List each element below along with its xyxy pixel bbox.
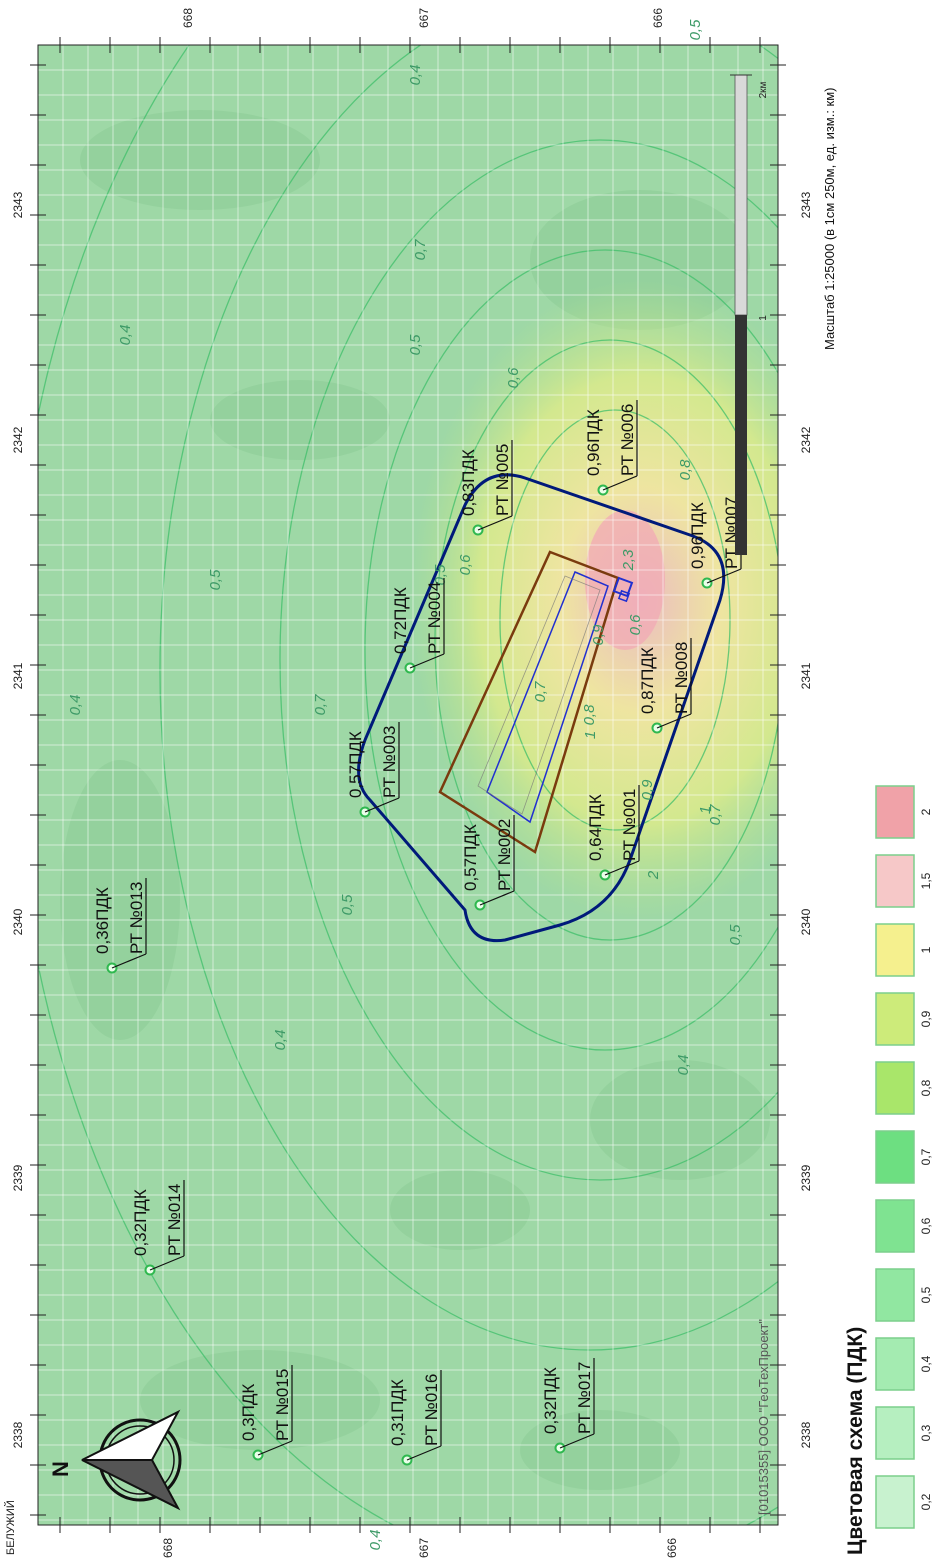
legend-swatch xyxy=(876,1200,914,1252)
left-tick-label: 2340 xyxy=(11,908,25,935)
left-tick-label: 2341 xyxy=(11,662,25,689)
right-tick-label: 2340 xyxy=(799,908,813,935)
scale-mark-1: 1 xyxy=(758,315,769,321)
isoline-label: 1 xyxy=(582,731,599,739)
point-id: РТ №002 xyxy=(495,819,514,891)
isoline-label: 2,3 xyxy=(620,549,637,572)
point-id: РТ №015 xyxy=(273,1369,292,1441)
point-id: РТ №014 xyxy=(165,1184,184,1256)
bottom-tick-label: 666 xyxy=(665,1538,679,1558)
point-value: 0,32ПДК xyxy=(541,1367,560,1434)
isoline-label: 0,9 xyxy=(590,624,607,646)
legend-swatch xyxy=(876,1269,914,1321)
point-value: 0,57ПДК xyxy=(461,824,480,891)
isoline-label: 0,7 xyxy=(312,694,329,716)
isoline-label: 0,7 xyxy=(412,239,429,261)
right-tick-label: 2338 xyxy=(799,1421,813,1448)
legend-swatch xyxy=(876,1131,914,1183)
legend-swatch xyxy=(876,924,914,976)
isoline-label: 0,5 xyxy=(339,894,356,916)
point-id: РТ №004 xyxy=(425,582,444,654)
north-label: N xyxy=(48,1461,73,1477)
legend-label: 0,3 xyxy=(919,1424,933,1441)
legend-label: 1,5 xyxy=(919,872,933,889)
point-id: РТ №005 xyxy=(493,444,512,516)
copyright: [01015355] ООО "ГеоТехПроект" xyxy=(756,1319,771,1515)
right-tick-label: 2339 xyxy=(799,1164,813,1191)
legend-swatch xyxy=(876,1062,914,1114)
legend-label: 0,9 xyxy=(919,1010,933,1027)
point-id: РТ №006 xyxy=(618,404,637,476)
right-tick-label: 2343 xyxy=(799,191,813,218)
left-tick-label: 2342 xyxy=(11,426,25,453)
isoline-label: 0,6 xyxy=(457,554,474,576)
legend-swatch xyxy=(876,1407,914,1459)
point-value: 0,31ПДК xyxy=(388,1379,407,1446)
legend-label: 0,2 xyxy=(919,1493,933,1510)
point-id: РТ №008 xyxy=(672,642,691,714)
point-id: РТ №017 xyxy=(575,1362,594,1434)
isoline-label: 0,4 xyxy=(272,1030,289,1051)
legend-swatch xyxy=(876,993,914,1045)
point-value: 0,96ПДК xyxy=(688,502,707,569)
point-value: 0,36ПДК xyxy=(93,887,112,954)
isoline-label: 0,7 xyxy=(707,804,724,826)
legend-label: 0,6 xyxy=(919,1217,933,1234)
isoline-label: 0,8 xyxy=(581,704,598,726)
isoline-label: 0,4 xyxy=(675,1055,692,1076)
isoline-label: 0,5 xyxy=(727,924,744,946)
legend-title: Цветовая схема (ПДК) xyxy=(844,1327,867,1555)
point-value: 0,57ПДК xyxy=(346,731,365,798)
legend-label: 1 xyxy=(919,946,933,953)
color-legend: 0,2 0,3 0,4 0,5 0,6 0,7 0,8 0,9 1 1,5 2 xyxy=(876,786,933,1528)
isoline-label: 0,9 xyxy=(639,779,656,801)
top-tick-label: 668 xyxy=(181,8,195,28)
left-tick-label: 2338 xyxy=(11,1421,25,1448)
left-tick-label: 2343 xyxy=(11,191,25,218)
legend-label: 0,4 xyxy=(919,1355,933,1372)
right-tick-label: 2341 xyxy=(799,662,813,689)
legend-swatch xyxy=(876,1476,914,1528)
right-tick-label: 2342 xyxy=(799,426,813,453)
left-tick-label: 2339 xyxy=(11,1164,25,1191)
scale-mark-2km: 2км xyxy=(758,81,769,98)
legend-swatch xyxy=(876,855,914,907)
point-value: 0,87ПДК xyxy=(638,647,657,714)
point-value: 0,64ПДК xyxy=(586,794,605,861)
isoline-label: 0,5 xyxy=(407,334,424,356)
point-id: РТ №016 xyxy=(422,1374,441,1446)
corner-label: БЕЛУЖИЙ xyxy=(4,1500,17,1555)
point-id: РТ №013 xyxy=(127,882,146,954)
legend-label: 2 xyxy=(919,808,933,815)
isoline-label: 0,4 xyxy=(117,325,134,346)
isoline-label: 0,5 xyxy=(687,19,704,41)
isoline-label: 0,6 xyxy=(505,367,522,389)
point-id: РТ №001 xyxy=(620,789,639,861)
top-tick-label: 667 xyxy=(417,8,431,28)
isoline-label: 2 xyxy=(645,870,662,880)
isoline-label: 0,8 xyxy=(677,459,694,481)
bottom-tick-label: 668 xyxy=(161,1538,175,1558)
scale-caption: Масштаб 1:25000 (в 1см 250м, ед. изм.: к… xyxy=(822,87,837,350)
point-value: 0,96ПДК xyxy=(584,409,603,476)
legend-label: 0,7 xyxy=(919,1148,933,1165)
legend-swatch xyxy=(876,786,914,838)
point-id: РТ №003 xyxy=(380,726,399,798)
isoline-label: 0,6 xyxy=(627,614,644,636)
legend-label: 0,5 xyxy=(919,1286,933,1303)
isoline-label: 0,4 xyxy=(367,1530,384,1551)
legend-label: 0,8 xyxy=(919,1079,933,1096)
point-value: 0,83ПДК xyxy=(459,449,478,516)
bottom-tick-label: 667 xyxy=(417,1538,431,1558)
isoline-label: 0,4 xyxy=(67,695,84,716)
top-tick-label: 666 xyxy=(651,8,665,28)
isoline-label: 0,5 xyxy=(207,569,224,591)
point-value: 0,72ПДК xyxy=(391,587,410,654)
point-value: 0,3ПДК xyxy=(239,1384,258,1441)
legend-swatch xyxy=(876,1338,914,1390)
isoline-label: 0,7 xyxy=(532,681,549,703)
point-value: 0,32ПДК xyxy=(131,1189,150,1256)
isoline-label: 0,4 xyxy=(407,65,424,86)
